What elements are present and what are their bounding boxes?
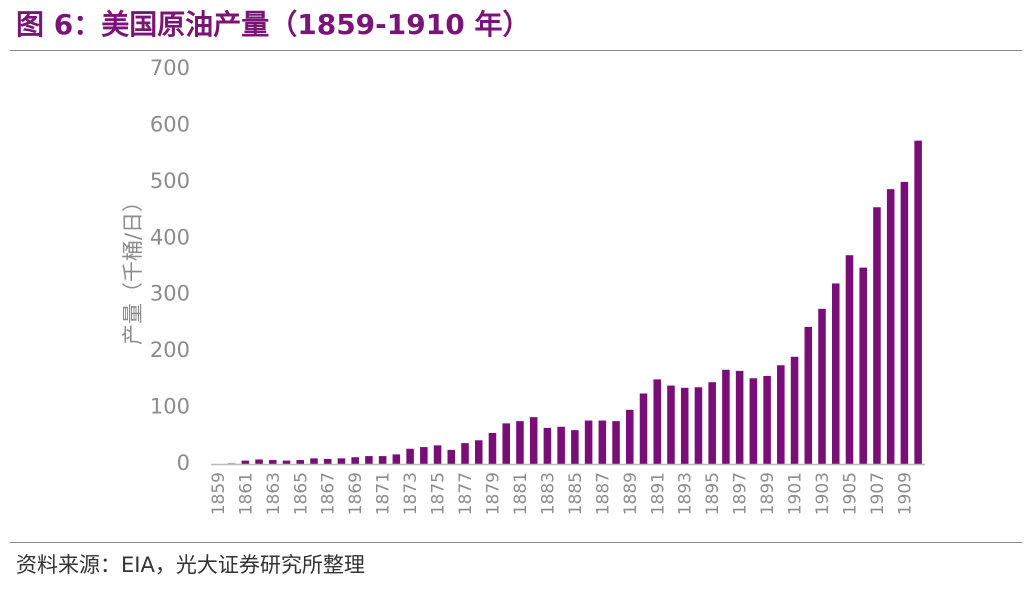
source-note: 资料来源：EIA，光大证券研究所整理 — [16, 553, 365, 577]
x-tick-label: 1905 — [840, 472, 860, 515]
bar-1875 — [433, 445, 442, 464]
x-tick-label: 1861 — [236, 472, 256, 515]
bar-1890 — [639, 393, 648, 464]
bar-1878 — [474, 440, 483, 464]
x-tick-label: 1879 — [483, 472, 503, 515]
x-tick-label: 1883 — [538, 472, 558, 515]
bar-1861 — [241, 460, 250, 464]
x-tick-label: 1907 — [868, 472, 888, 515]
x-tick-label: 1873 — [401, 472, 421, 515]
bar-1865 — [296, 460, 305, 464]
bar-1907 — [873, 207, 881, 464]
title-divider — [10, 50, 1022, 51]
x-axis-ticks: 1859 1861 1863 1865 1867 1869 1871 1873 1875 1877… — [209, 472, 916, 515]
bar-1903 — [818, 308, 826, 464]
x-tick-label: 1891 — [648, 472, 668, 515]
y-tick-label: 400 — [150, 225, 190, 249]
bar-1863 — [269, 460, 277, 464]
bar-1887 — [598, 420, 607, 464]
bar-1897 — [735, 370, 744, 464]
y-tick-label: 200 — [150, 338, 190, 362]
x-tick-label: 1885 — [566, 472, 586, 515]
y-axis-label-group: 产量（千桶/日） — [121, 191, 145, 345]
bar-1879 — [488, 432, 497, 464]
bar-1864 — [282, 460, 291, 464]
y-tick-label: 600 — [150, 112, 190, 136]
y-tick-label: 0 — [177, 451, 190, 475]
bar-1893 — [680, 387, 689, 464]
chart-title: 图 6：美国原油产量（1859-1910 年） — [16, 8, 531, 41]
x-tick-label: 1895 — [703, 472, 723, 515]
bar-1884 — [557, 426, 565, 464]
x-tick-label: 1865 — [291, 472, 311, 515]
bar-1885 — [571, 430, 579, 464]
x-tick-label: 1899 — [758, 472, 778, 515]
bar-1910 — [914, 140, 922, 464]
bar-1908 — [886, 189, 895, 464]
x-tick-label: 1877 — [456, 472, 476, 515]
bar-1866 — [310, 458, 318, 464]
x-tick-label: 1863 — [264, 472, 284, 515]
bar-1895 — [708, 382, 716, 464]
bar-1900 — [777, 365, 785, 464]
bar-1876 — [447, 449, 456, 464]
x-tick-label: 1889 — [621, 472, 641, 515]
bar-1880 — [502, 423, 510, 464]
bar-1877 — [461, 443, 469, 464]
x-tick-label: 1897 — [731, 472, 751, 515]
bars-series — [227, 140, 922, 465]
y-axis-label: 产量（千桶/日） — [121, 191, 145, 345]
bar-1871 — [378, 456, 387, 464]
bar-1906 — [859, 267, 867, 464]
bar-1872 — [392, 454, 401, 464]
x-tick-label: 1893 — [676, 472, 696, 515]
y-tick-label: 300 — [150, 282, 190, 306]
x-tick-label: 1867 — [319, 472, 339, 515]
x-tick-label: 1881 — [511, 472, 531, 515]
bar-1881 — [516, 421, 524, 464]
bar-chart: 产量（千桶/日） 0 100 200 300 400 500 600 700 1859 1861… — [121, 56, 925, 515]
y-tick-label: 500 — [150, 169, 190, 193]
bar-1889 — [626, 409, 634, 464]
source-divider — [10, 542, 1022, 543]
bar-1901 — [790, 356, 799, 464]
bar-1888 — [612, 421, 620, 464]
y-tick-label: 700 — [150, 56, 190, 80]
bar-1860 — [227, 463, 236, 464]
bar-1892 — [667, 385, 675, 464]
bar-1870 — [365, 456, 373, 464]
y-tick-label: 100 — [150, 395, 190, 419]
bar-1873 — [406, 448, 414, 464]
x-tick-label: 1901 — [786, 472, 806, 515]
bar-1874 — [420, 447, 428, 464]
bar-1894 — [694, 387, 703, 464]
bar-1868 — [337, 458, 346, 464]
bar-1909 — [900, 181, 909, 465]
bar-1902 — [804, 326, 813, 464]
bar-1891 — [653, 379, 662, 464]
x-tick-label: 1871 — [374, 472, 394, 515]
bar-1899 — [763, 375, 771, 464]
bar-1896 — [722, 369, 730, 464]
x-tick-label: 1903 — [813, 472, 833, 515]
bar-1904 — [831, 283, 840, 464]
x-tick-label: 1875 — [429, 472, 449, 515]
y-axis-ticks: 0 100 200 300 400 500 600 700 — [150, 56, 190, 475]
bar-1886 — [584, 420, 593, 464]
bar-1862 — [255, 459, 263, 464]
x-tick-label: 1859 — [209, 472, 229, 515]
x-tick-label: 1909 — [895, 472, 915, 515]
bar-1898 — [749, 378, 758, 464]
x-tick-label: 1869 — [346, 472, 366, 515]
bar-1882 — [529, 417, 538, 464]
bar-1905 — [845, 255, 854, 464]
bar-1883 — [543, 427, 552, 464]
bar-1867 — [323, 458, 332, 464]
bar-1869 — [351, 457, 359, 464]
x-tick-label: 1887 — [593, 472, 613, 515]
